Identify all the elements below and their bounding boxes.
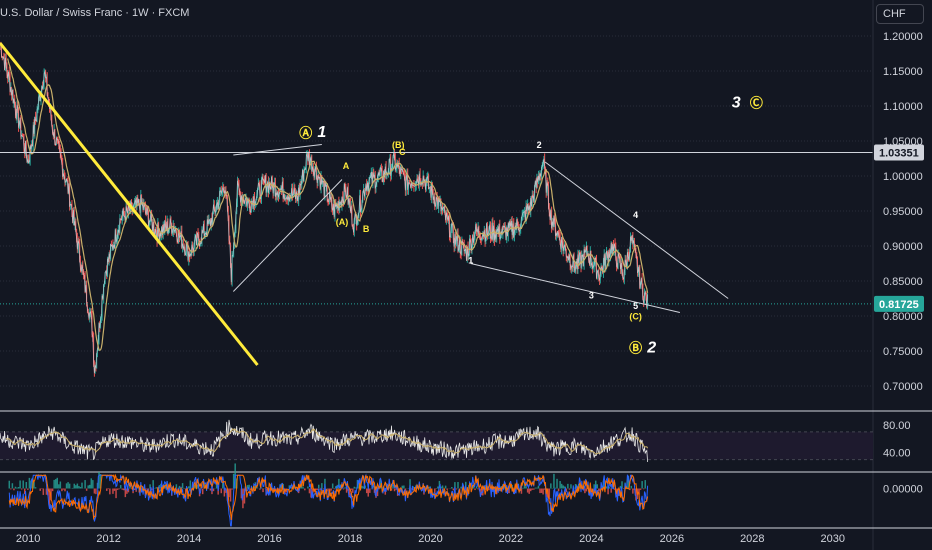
- macd-line[interactable]: [8, 473, 649, 527]
- moving-average-line[interactable]: [7, 58, 649, 352]
- price-series[interactable]: [0, 41, 649, 377]
- rsi-line[interactable]: [0, 419, 648, 463]
- price-tick-label: 1.00000: [883, 171, 923, 183]
- time-axis[interactable]: 2010 2012 2014 2016 2018 2020 2022 2024 2026 2028…: [16, 533, 845, 545]
- current-badge-bg: [874, 295, 924, 312]
- time-tick-label: 2026: [660, 533, 684, 545]
- currency-button[interactable]: CHF: [876, 4, 924, 24]
- rsi-tick-label: 80.00: [883, 420, 911, 432]
- rsi-pane[interactable]: 80.00 40.00: [0, 410, 932, 463]
- wave-label: C: [399, 147, 406, 157]
- level-price-badge[interactable]: 1.03351: [874, 144, 924, 161]
- wave-label: 3: [589, 291, 594, 301]
- chart-title: U.S. Dollar / Swiss Franc · 1W · FXCM: [0, 7, 190, 19]
- wave-label: 4: [633, 210, 638, 220]
- rsi-signal-line[interactable]: [5, 427, 649, 455]
- time-tick-label: 2022: [499, 533, 523, 545]
- time-tick-label: 2016: [257, 533, 281, 545]
- price-tick-label: 0.80000: [883, 311, 923, 323]
- price-tick-label: 0.70000: [883, 381, 923, 393]
- macd-signal-line[interactable]: [8, 473, 649, 521]
- time-tick-label: 2014: [177, 533, 201, 545]
- wave-label: 3: [732, 94, 741, 111]
- price-axis[interactable]: 1.200001.150001.100001.050001.000000.950…: [872, 0, 924, 550]
- time-tick-label: 2020: [418, 533, 442, 545]
- trendlines[interactable]: [0, 42, 873, 366]
- wave-labels: Ⓐ 1 A (B)C (A) B 1 2 3 4 5(C) Ⓑ 2 3 Ⓒ: [299, 94, 763, 356]
- price-tick-label: 0.90000: [883, 241, 923, 253]
- rsi-tick-label: 40.00: [883, 448, 911, 460]
- price-tick-label: 1.10000: [883, 101, 923, 113]
- wave-A-channel-lower-line[interactable]: [232, 179, 343, 292]
- price-tick-label: 0.75000: [883, 346, 923, 358]
- time-tick-label: 2028: [740, 533, 764, 545]
- time-tick-label: 2010: [16, 533, 40, 545]
- price-tick-label: 1.15000: [883, 66, 923, 78]
- wave-label: (C): [629, 312, 642, 322]
- wave-label: Ⓑ: [629, 340, 642, 355]
- wave-label: (A): [336, 217, 349, 227]
- wave-label: A: [343, 161, 350, 171]
- price-tick-label: 1.20000: [883, 31, 923, 43]
- wave-label: Ⓒ: [750, 95, 763, 110]
- price-line[interactable]: [0, 43, 648, 374]
- wedge-upper-line[interactable]: [544, 161, 729, 299]
- current-badge-text: 0.81725: [879, 299, 919, 311]
- time-tick-label: 2024: [579, 533, 603, 545]
- wave-label: (B): [392, 140, 405, 150]
- wave-label: 1: [317, 124, 326, 141]
- time-tick-label: 2018: [338, 533, 362, 545]
- wave-label: 1: [468, 256, 473, 266]
- wave-label: 2: [646, 339, 656, 356]
- time-tick-label: 2012: [96, 533, 120, 545]
- time-tick-label: 2030: [821, 533, 845, 545]
- wave-label: B: [363, 224, 370, 234]
- macd-pane[interactable]: 0.00000: [0, 463, 932, 529]
- wave-label: Ⓐ: [299, 126, 312, 141]
- wedge-lower-line[interactable]: [470, 263, 681, 313]
- current-price-badge[interactable]: 0.81725: [874, 295, 924, 312]
- major-downtrend-line[interactable]: [0, 42, 259, 366]
- price-tick-label: 0.95000: [883, 206, 923, 218]
- level-badge-text: 1.03351: [879, 148, 919, 160]
- wave-label: 5: [633, 301, 638, 311]
- level-badge-bg: [874, 144, 924, 161]
- price-tick-label: 0.85000: [883, 276, 923, 288]
- wave-label: 2: [537, 140, 542, 150]
- macd-tick-label: 0.00000: [883, 484, 923, 496]
- wave-A-channel-upper-line[interactable]: [233, 144, 322, 156]
